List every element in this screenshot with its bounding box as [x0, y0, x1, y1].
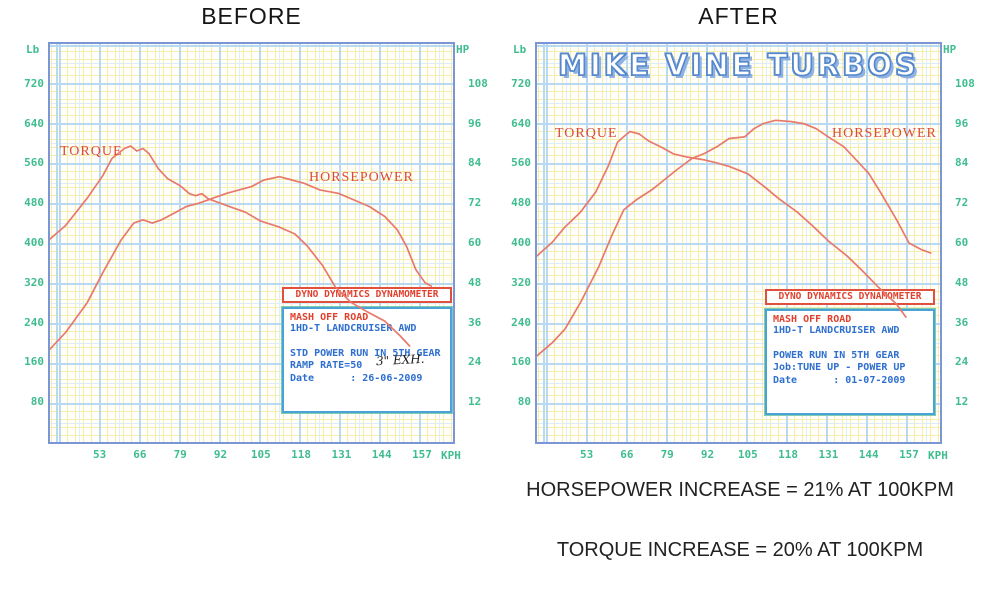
logo-text: MIKE VINE TURBOS [557, 47, 919, 83]
detail-line: RAMP RATE=50 [290, 360, 363, 371]
dyno-info-box: MASH OFF ROAD 1HD-T LANDCRUISER AWD POWE… [765, 309, 935, 415]
chart-title: AFTER [698, 3, 779, 29]
y-tick-right: 72 [955, 196, 969, 210]
y-tick-left: 240 [24, 315, 44, 329]
x-tick: 92 [700, 448, 715, 461]
y-tick-left: 640 [511, 116, 531, 130]
x-tick: 157 [899, 448, 919, 461]
chart-before: BEFORE DYNO DYNAMICS DYNAMOMETER MASH OF… [0, 0, 505, 470]
horsepower-label: HORSEPOWER [832, 126, 937, 141]
y-tick-left: 560 [24, 156, 44, 170]
y-tick-left: 480 [511, 196, 531, 210]
y-tick-right: 12 [955, 395, 969, 409]
vehicle-line: 1HD-T LANDCRUISER AWD [290, 323, 417, 334]
vehicle-line: 1HD-T LANDCRUISER AWD [773, 325, 900, 336]
plot-area: DYNO DYNAMICS DYNAMOMETER MASH OFF ROAD … [48, 42, 455, 444]
y-tick-right: 84 [955, 156, 969, 170]
date-line: Date : 26-06-2009 [290, 373, 423, 384]
x-tick: 118 [291, 448, 312, 461]
handwritten-note: 3" EXH. [375, 351, 425, 369]
y-tick-right: 24 [955, 355, 969, 369]
y-tick-left: 80 [30, 395, 44, 409]
y-tick-left: 320 [511, 275, 531, 289]
y-tick-right: 36 [955, 315, 969, 329]
x-tick: 53 [579, 448, 594, 461]
chart-after: AFTER MIKE VINE TURBOS DYNO DYNAMICS DYN… [487, 0, 1000, 470]
y-tick-left: 400 [24, 236, 44, 249]
y-tick-left: 80 [517, 395, 531, 409]
x-tick: 118 [778, 448, 799, 461]
x-unit-label: KPH [928, 449, 948, 462]
run-line: POWER RUN IN 5TH GEAR [773, 350, 900, 361]
x-tick: 79 [173, 448, 187, 461]
y-tick-right: 48 [955, 275, 969, 289]
y-tick-left: 160 [511, 355, 531, 369]
date-line: Date : 01-07-2009 [773, 375, 906, 386]
result-line-horsepower: HORSEPOWER INCREASE = 21% AT 100KPM [526, 479, 954, 501]
horsepower-label: HORSEPOWER [309, 170, 414, 185]
x-tick: 144 [858, 448, 879, 461]
y-tick-right: 96 [468, 116, 482, 130]
x-tick: 92 [213, 448, 228, 461]
info-header: DYNO DYNAMICS DYNAMOMETER [765, 289, 935, 305]
x-tick: 66 [133, 448, 147, 461]
y-tick-right: 108 [955, 76, 975, 90]
y-tick-left: 320 [24, 275, 44, 289]
y-tick-right: 84 [468, 156, 482, 170]
x-tick: 131 [331, 448, 352, 461]
y-tick-left: 640 [24, 116, 44, 130]
dyno-info-box: MASH OFF ROAD 1HD-T LANDCRUISER AWD STD … [282, 307, 452, 413]
y-tick-right: 48 [468, 275, 482, 289]
x-tick: 66 [620, 448, 634, 461]
right-unit-label: HP [456, 43, 470, 56]
x-tick: 105 [737, 448, 758, 461]
right-unit-label: HP [943, 43, 957, 56]
plot-area: MIKE VINE TURBOS DYNO DYNAMICS DYNAMOMET… [535, 42, 942, 444]
x-tick: 157 [412, 448, 432, 461]
x-tick: 144 [371, 448, 392, 461]
left-unit-label: Lb [26, 43, 40, 56]
run-line: STD POWER RUN IN 5TH GEAR [290, 348, 441, 359]
y-tick-right: 72 [468, 196, 482, 210]
y-tick-left: 720 [24, 76, 44, 90]
y-tick-left: 400 [511, 236, 531, 249]
y-tick-right: 24 [468, 355, 482, 369]
y-tick-right: 60 [468, 236, 482, 249]
y-tick-right: 108 [468, 76, 488, 90]
detail-line: Job:TUNE UP - POWER UP [773, 362, 906, 373]
y-tick-left: 240 [511, 315, 531, 329]
y-tick-right: 96 [955, 116, 969, 130]
torque-label: TORQUE [555, 126, 618, 141]
result-line-torque: TORQUE INCREASE = 20% AT 100KPM [556, 539, 924, 561]
company-line: MASH OFF ROAD [290, 312, 369, 323]
y-tick-left: 160 [24, 355, 44, 369]
torque-label: TORQUE [60, 144, 123, 159]
x-tick: 79 [660, 448, 674, 461]
y-tick-right: 12 [468, 395, 482, 409]
y-tick-left: 480 [24, 196, 44, 210]
y-tick-left: 720 [511, 76, 531, 90]
y-tick-left: 560 [511, 156, 531, 170]
chart-title: BEFORE [201, 3, 302, 29]
company-line: MASH OFF ROAD [773, 314, 852, 325]
y-tick-right: 60 [955, 236, 969, 249]
x-tick: 131 [818, 448, 839, 461]
x-tick: 53 [92, 448, 107, 461]
x-tick: 105 [250, 448, 271, 461]
left-unit-label: Lb [513, 43, 527, 56]
y-tick-right: 36 [468, 315, 482, 329]
info-header: DYNO DYNAMICS DYNAMOMETER [282, 287, 452, 303]
x-unit-label: KPH [441, 449, 461, 462]
